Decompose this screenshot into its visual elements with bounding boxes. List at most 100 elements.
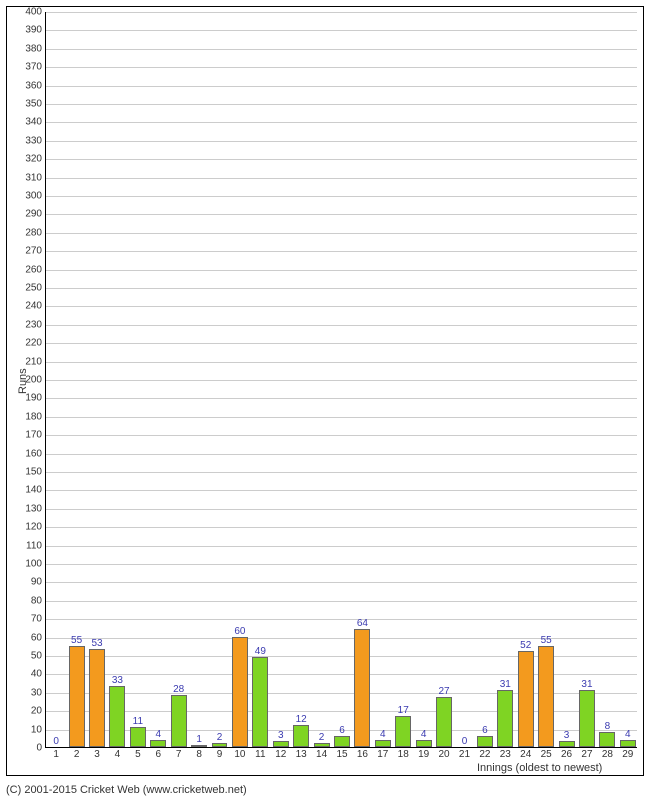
y-tick: 50 — [31, 651, 46, 662]
grid-line — [46, 546, 637, 547]
y-tick: 250 — [25, 283, 46, 294]
x-tick: 28 — [602, 747, 613, 760]
grid-line — [46, 472, 637, 473]
grid-line — [46, 509, 637, 510]
bar-value-label: 3 — [278, 730, 284, 741]
grid-line — [46, 619, 637, 620]
bar-value-label: 3 — [564, 730, 570, 741]
bar — [599, 732, 615, 747]
grid-line — [46, 214, 637, 215]
x-tick: 22 — [479, 747, 490, 760]
y-tick: 310 — [25, 172, 46, 183]
x-tick: 12 — [275, 747, 286, 760]
bar-value-label: 6 — [339, 725, 345, 736]
y-tick: 240 — [25, 301, 46, 312]
y-tick: 330 — [25, 135, 46, 146]
y-tick: 340 — [25, 117, 46, 128]
plot-area: 0102030405060708090100110120130140150160… — [45, 12, 637, 748]
bar — [416, 740, 432, 747]
bar-value-label: 53 — [91, 638, 102, 649]
bar — [354, 629, 370, 747]
x-tick: 25 — [541, 747, 552, 760]
grid-line — [46, 104, 637, 105]
bar — [150, 740, 166, 747]
y-tick: 20 — [31, 706, 46, 717]
y-tick: 350 — [25, 99, 46, 110]
x-tick: 6 — [155, 747, 161, 760]
bar — [293, 725, 309, 747]
bar — [375, 740, 391, 747]
y-tick: 80 — [31, 595, 46, 606]
y-tick: 390 — [25, 25, 46, 36]
bar-value-label: 0 — [53, 736, 59, 747]
x-tick: 15 — [336, 747, 347, 760]
bar-value-label: 4 — [155, 729, 161, 740]
y-tick: 130 — [25, 503, 46, 514]
y-tick: 150 — [25, 467, 46, 478]
y-tick: 370 — [25, 62, 46, 73]
x-tick: 4 — [115, 747, 121, 760]
x-tick: 20 — [439, 747, 450, 760]
grid-line — [46, 141, 637, 142]
y-axis-label: Runs — [17, 368, 29, 394]
grid-line — [46, 435, 637, 436]
bar — [477, 736, 493, 747]
x-tick: 2 — [74, 747, 80, 760]
grid-line — [46, 12, 637, 13]
bar — [620, 740, 636, 747]
bar-value-label: 2 — [217, 732, 223, 743]
grid-line — [46, 490, 637, 491]
grid-line — [46, 67, 637, 68]
x-tick: 11 — [255, 747, 265, 760]
y-tick: 290 — [25, 209, 46, 220]
bar — [171, 695, 187, 747]
copyright-text: (C) 2001-2015 Cricket Web (www.cricketwe… — [6, 784, 247, 796]
x-tick: 9 — [217, 747, 223, 760]
bar-value-label: 4 — [625, 729, 631, 740]
y-tick: 90 — [31, 577, 46, 588]
x-tick: 24 — [520, 747, 531, 760]
y-tick: 40 — [31, 669, 46, 680]
x-tick: 27 — [581, 747, 592, 760]
x-tick: 29 — [622, 747, 633, 760]
y-tick: 380 — [25, 43, 46, 54]
bar — [518, 651, 534, 747]
grid-line — [46, 417, 637, 418]
y-tick: 170 — [25, 430, 46, 441]
bar-value-label: 49 — [255, 646, 266, 657]
bar — [334, 736, 350, 747]
grid-line — [46, 398, 637, 399]
y-tick: 70 — [31, 614, 46, 625]
grid-line — [46, 122, 637, 123]
x-tick: 3 — [94, 747, 100, 760]
bar-value-label: 4 — [380, 729, 386, 740]
bar-value-label: 52 — [520, 640, 531, 651]
chart-container: 0102030405060708090100110120130140150160… — [0, 0, 650, 800]
y-tick: 120 — [25, 522, 46, 533]
grid-line — [46, 362, 637, 363]
grid-line — [46, 270, 637, 271]
grid-line — [46, 159, 637, 160]
bar-value-label: 1 — [196, 734, 202, 745]
bar — [395, 716, 411, 747]
grid-line — [46, 564, 637, 565]
bar — [89, 649, 105, 747]
bar-value-label: 27 — [439, 686, 450, 697]
x-tick: 1 — [53, 747, 59, 760]
grid-line — [46, 582, 637, 583]
bar-value-label: 55 — [71, 635, 82, 646]
x-tick: 19 — [418, 747, 429, 760]
bar — [436, 697, 452, 747]
y-tick: 220 — [25, 338, 46, 349]
bar-value-label: 0 — [462, 736, 468, 747]
x-tick: 18 — [398, 747, 409, 760]
bar — [538, 646, 554, 747]
y-tick: 400 — [25, 7, 46, 18]
y-tick: 60 — [31, 632, 46, 643]
y-tick: 10 — [31, 724, 46, 735]
x-tick: 16 — [357, 747, 368, 760]
x-axis-label: Innings (oldest to newest) — [477, 762, 602, 774]
x-tick: 26 — [561, 747, 572, 760]
grid-line — [46, 178, 637, 179]
y-tick: 320 — [25, 154, 46, 165]
